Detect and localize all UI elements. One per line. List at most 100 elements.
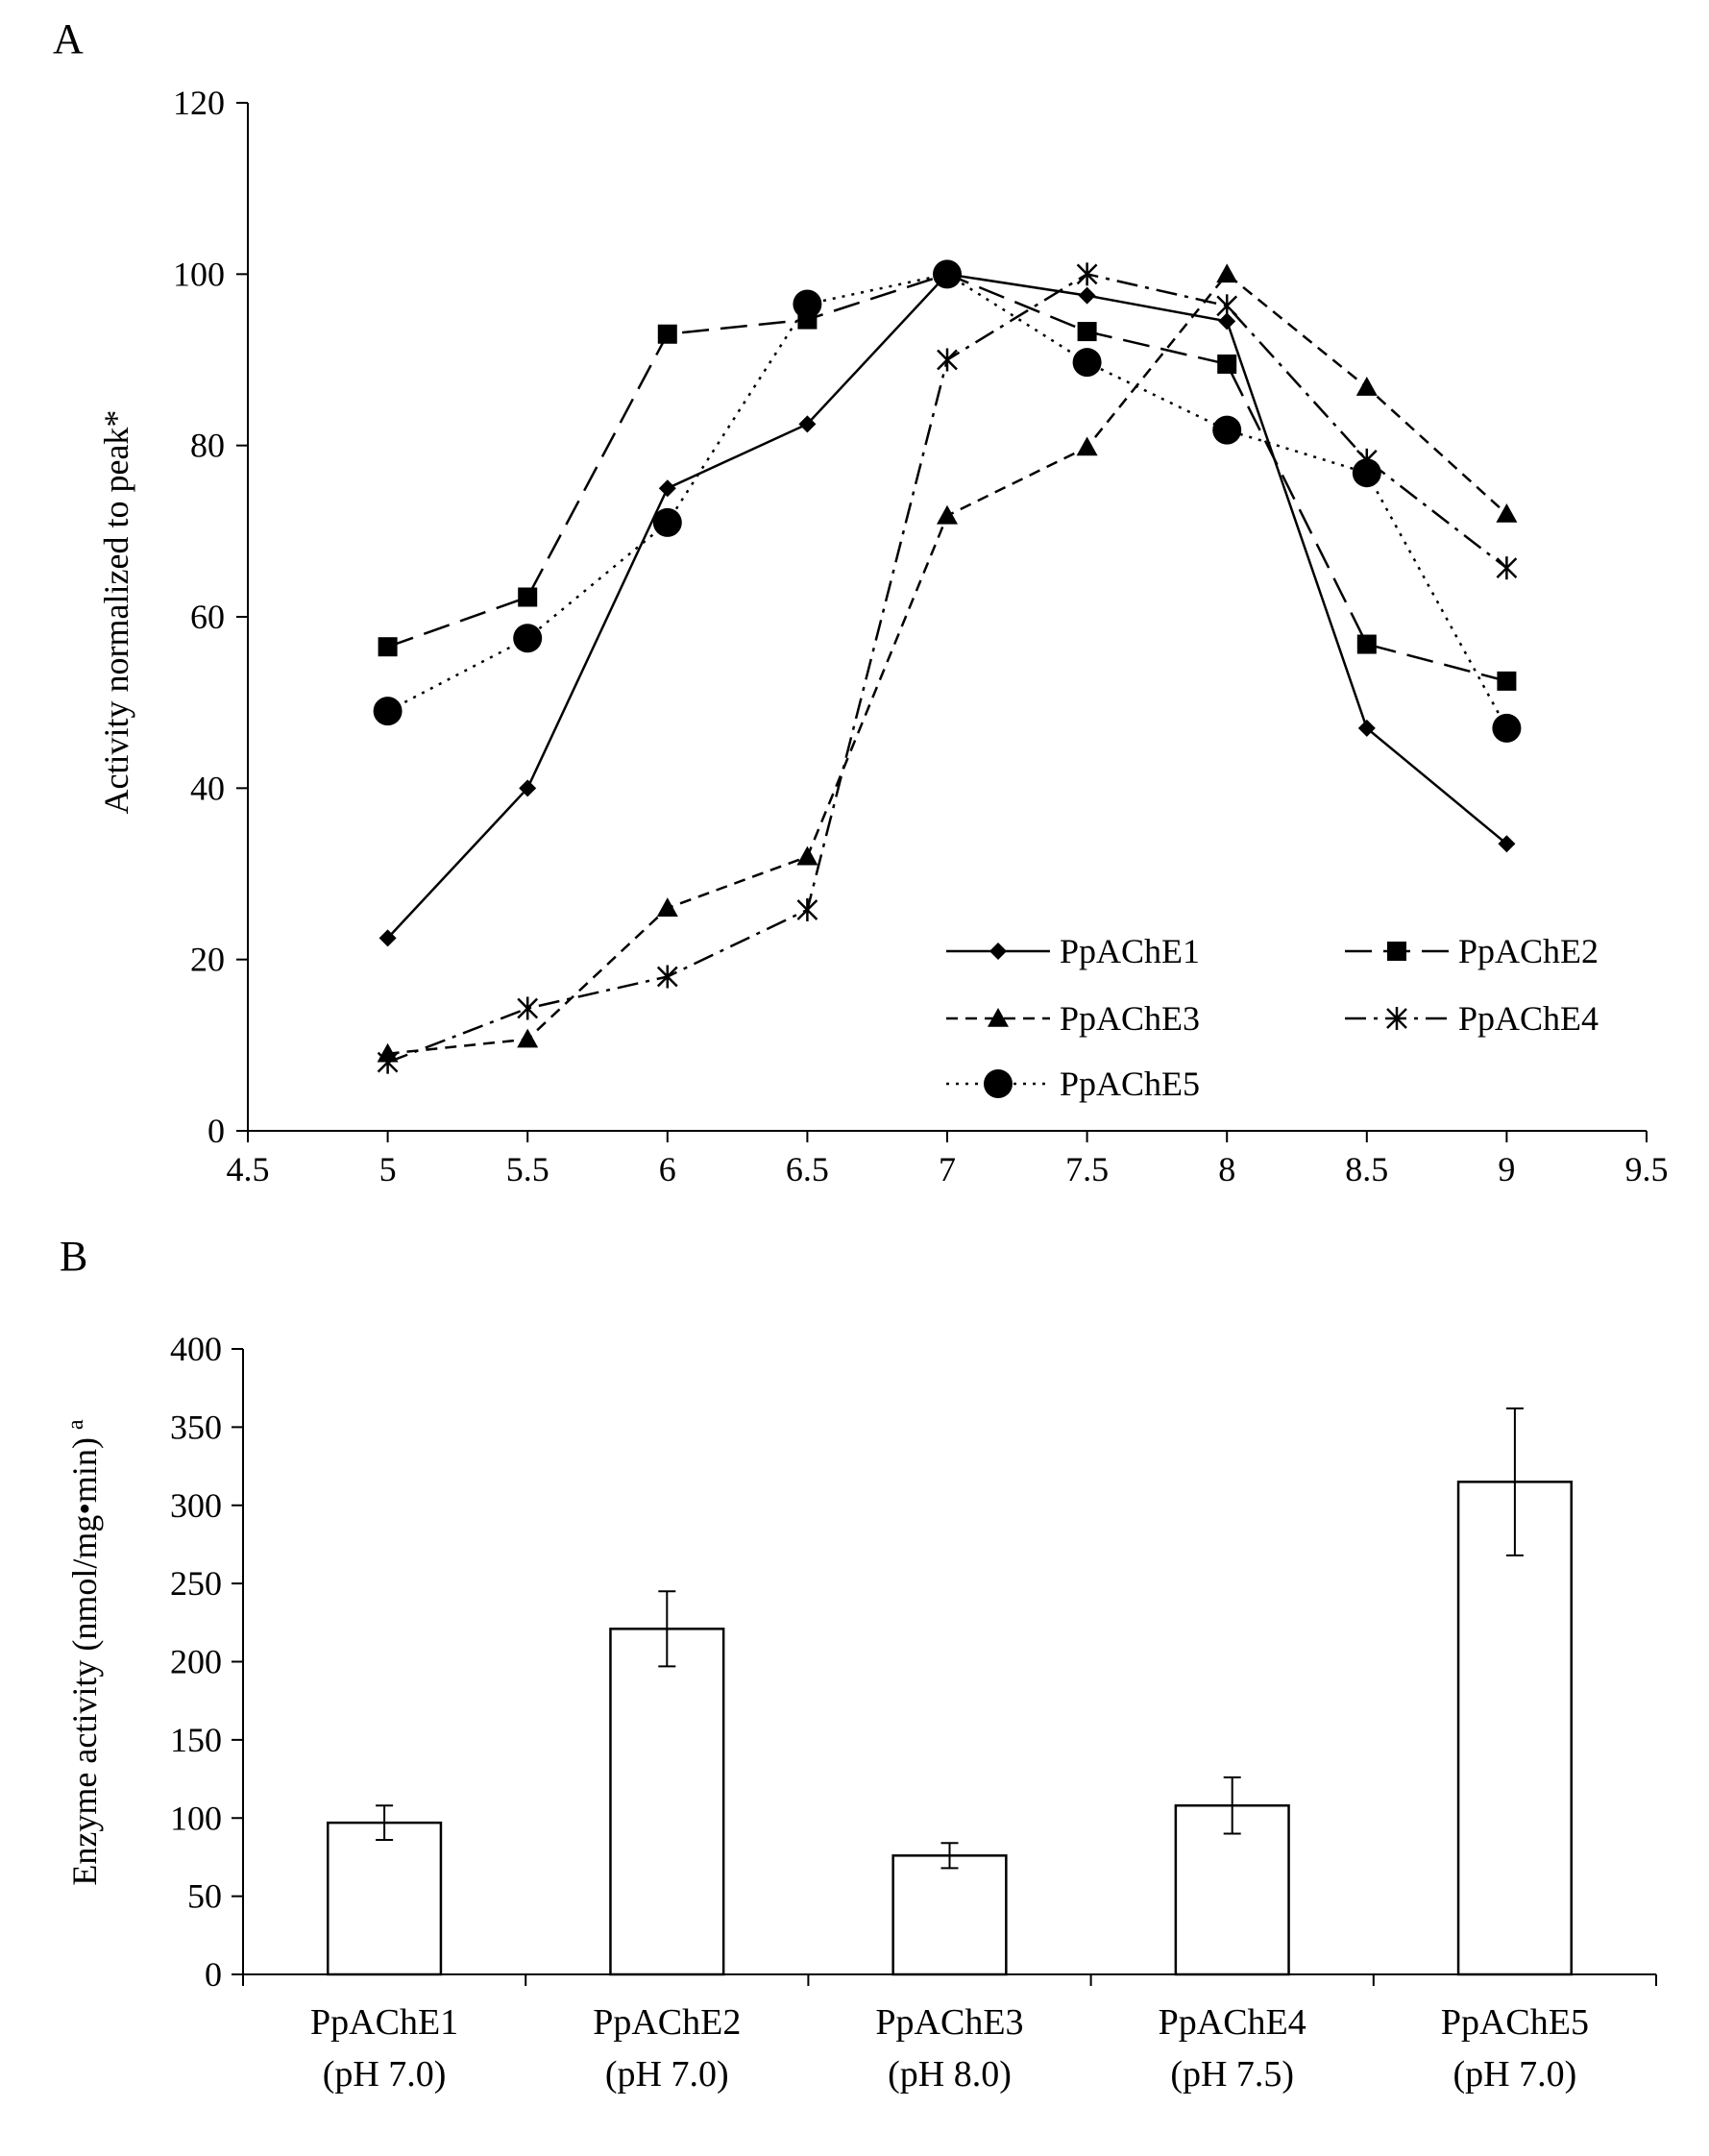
bar-group-ppache5 [1456,1407,1573,1976]
data-point-ppache4 [517,996,539,1020]
panel-a-y-tick-label: 0 [208,1112,225,1150]
data-point-ppache5 [1072,348,1102,378]
legend-marker [1387,942,1406,961]
data-point-ppache2 [1356,634,1377,654]
data-point-ppache5 [933,259,962,289]
data-point-ppache2 [1217,354,1237,374]
legend-marker [984,1069,1013,1098]
data-point-ppache4 [1216,294,1238,318]
panel-a-label: A [53,15,84,62]
panel-a-x-tick-label: 9 [1498,1150,1515,1188]
data-point-ppache2 [657,324,677,344]
panel-a-x-tick-label: 7 [939,1150,956,1188]
data-point-ppache2 [518,587,538,607]
panel-a-axes [236,102,1648,1142]
data-point-ppache4 [1496,556,1518,580]
panel-a-y-tick-label: 120 [173,84,225,122]
panel-b-y-tick-label: 250 [170,1564,222,1603]
panel-b-y-tick-label: 50 [187,1877,222,1916]
panel-a-x-tick-label: 9.5 [1625,1150,1669,1188]
legend-entry-ppache4: PpAChE4 [1345,999,1599,1038]
panel-a-series [373,259,1522,1074]
data-point-ppache1 [1218,312,1236,331]
data-point-ppache1 [1078,286,1096,305]
panel-a-line-chart: A Activity normalized to peak* 0 20 40 60 80… [53,15,1669,1188]
legend-label: PpAChE4 [1458,999,1599,1038]
bar-ppache1 [327,1821,443,1976]
panel-a-legend: PpAChE1 PpAChE2 PpAChE3 PpAChE4 PpAChE5 [946,932,1599,1103]
data-point-ppache1 [798,415,817,433]
panel-a-x-tick-label: 7.5 [1065,1150,1109,1188]
panel-a-x-tick-label: 8.5 [1345,1150,1388,1188]
panel-b-y-tick-label: 100 [170,1799,222,1837]
category-label-ppache3: PpAChE3 [875,2002,1023,2043]
error-bar-ppache4 [1223,1776,1241,1835]
category-label-ppache1: PpAChE1 [310,2002,458,2043]
panel-b-label: B [60,1233,87,1280]
data-point-ppache5 [652,507,682,537]
series-line-ppache4 [387,273,1508,1064]
data-point-ppache1 [1498,835,1516,853]
category-condition-ppache1: (pH 7.0) [323,2054,447,2095]
legend-entry-ppache2: PpAChE2 [1345,932,1599,970]
error-bar-ppache3 [940,1842,959,1870]
category-label-ppache4: PpAChE4 [1159,2002,1306,2043]
data-point-ppache1 [1357,719,1376,737]
data-point-ppache1 [378,929,397,947]
panel-a-y-tick-label: 40 [190,769,225,807]
error-bar-ppache2 [658,1590,676,1668]
data-point-ppache1 [519,779,537,797]
data-point-ppache3 [796,845,818,866]
data-point-ppache5 [1352,458,1381,488]
data-point-ppache4 [937,348,958,372]
error-bar-ppache1 [376,1804,394,1842]
panel-a-y-tick-label: 60 [190,598,225,636]
legend-entry-ppache3: PpAChE3 [946,999,1200,1038]
panel-b-y-tick-label: 350 [170,1408,222,1446]
error-bar-ppache5 [1505,1407,1524,1556]
data-point-ppache3 [1355,377,1378,396]
panel-b-tick-labels: 0 50 100 150 200 250 300 350 400 PpAChE1 (pH 7.0) P… [170,1330,1589,2095]
panel-a-x-tick-label: 6 [659,1150,676,1188]
bar-group-ppache1 [327,1804,443,1976]
panel-b-y-tick-label: 200 [170,1643,222,1681]
panel-b-bar-chart: B Enzyme activity (nmol/mg•min) a 0 50 100 1… [60,1233,1657,2095]
panel-b-y-tick-label: 150 [170,1721,222,1759]
legend-marker [989,943,1007,960]
legend-label: PpAChE2 [1458,932,1599,970]
data-point-ppache4 [656,965,678,989]
series-ppache5 [373,259,1522,743]
panel-b-y-tick-label: 400 [170,1330,222,1368]
series-line-ppache2 [387,273,1507,683]
panel-a-x-tick-label: 6.5 [786,1150,829,1188]
data-point-ppache5 [513,624,543,653]
category-condition-ppache4: (pH 7.5) [1170,2054,1294,2095]
category-condition-ppache5: (pH 7.0) [1453,2054,1577,2095]
panel-b-y-tick-label: 300 [170,1486,222,1525]
category-condition-ppache2: (pH 7.0) [605,2054,729,2095]
panel-b-y-axis-label-main: Enzyme activity (nmol/mg•min) [65,1437,104,1886]
bar-ppache3 [891,1854,1008,1976]
panel-a-x-tick-label: 5.5 [506,1150,549,1188]
data-point-ppache3 [1076,436,1098,456]
data-point-ppache4 [796,897,818,921]
bar-group-ppache2 [609,1590,725,1976]
panel-b-y-axis-label: Enzyme activity (nmol/mg•min) a [63,1419,104,1886]
bar-group-ppache3 [891,1842,1008,1976]
legend-marker [988,1008,1009,1027]
panel-b-y-axis-label-superscript: a [63,1419,88,1430]
panel-a-tick-labels: 0 20 40 60 80 100 120 4.5 5 5.5 6 6.5 7 7.5 8 8.5 9 9.5 [173,84,1669,1188]
data-point-ppache5 [793,289,822,319]
data-point-ppache2 [1077,322,1097,342]
category-condition-ppache3: (pH 8.0) [888,2054,1012,2095]
legend-label: PpAChE5 [1060,1065,1200,1103]
data-point-ppache4 [1076,262,1098,286]
panel-a-x-tick-label: 8 [1218,1150,1235,1188]
data-point-ppache3 [937,504,958,525]
bar-ppache2 [609,1628,725,1976]
panel-a-y-tick-label: 80 [190,427,225,465]
series-line-ppache5 [387,273,1508,729]
data-point-ppache5 [1492,713,1522,743]
legend-entry-ppache1: PpAChE1 [946,932,1200,970]
